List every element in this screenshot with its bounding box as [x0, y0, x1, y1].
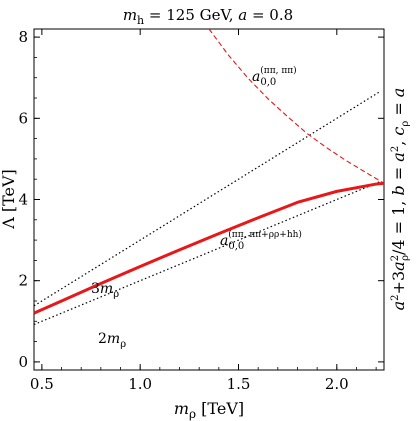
label-3m-rho: 3mρ: [91, 281, 119, 300]
y-tick-label-0: 0: [18, 353, 28, 371]
y-tick-label-3: 6: [18, 109, 28, 127]
x-tick-label-1: 1.0: [128, 375, 152, 393]
x-tick-label-2: 1.5: [227, 375, 251, 393]
ticks-layer: 0.5 1.0 1.5 2.0 0 2 4 6 8: [18, 28, 384, 393]
series-layer: [34, 29, 384, 326]
y-tick-label-2: 4: [18, 191, 28, 209]
series-line-1: [34, 181, 381, 326]
label-dashed-curve: a0,0(ππ, ππ): [252, 65, 297, 88]
label-2m-rho: 2mρ: [98, 331, 126, 350]
plot-frame: [33, 28, 385, 371]
y-tick-label-4: 8: [18, 28, 28, 46]
y-axis-label: Λ [TeV]: [0, 169, 18, 230]
x-tick-label-0: 0.5: [30, 375, 54, 393]
series-line-3: [208, 29, 384, 184]
right-constraint-label: a2+3a2ρ/4 = 1, b = a2, cρ = a: [389, 88, 411, 311]
label-solid-curve: a0,0(ππ, ππ+ρρ+hh): [220, 229, 302, 252]
chart-title: mh = 125 GeV, a = 0.8: [123, 6, 293, 27]
series-line-0: [34, 91, 381, 307]
x-tick-label-3: 2.0: [325, 375, 349, 393]
x-axis-label: mρ [TeV]: [174, 399, 244, 421]
y-tick-label-1: 2: [18, 272, 28, 290]
series-line-2: [34, 181, 384, 315]
